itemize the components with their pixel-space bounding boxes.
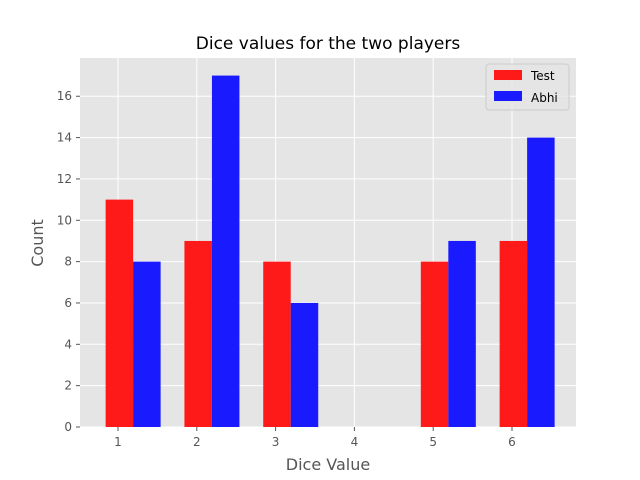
xtick-label-5: 5 [429, 435, 437, 449]
bar-abhi-1 [133, 261, 161, 427]
legend-label-abhi: Abhi [531, 91, 558, 105]
bar-abhi-3 [290, 302, 319, 427]
ytick-label-4: 4 [64, 337, 72, 351]
xtick-label-3: 3 [272, 435, 280, 449]
ytick-label-0: 0 [64, 420, 72, 434]
legend-swatch-test [494, 70, 522, 80]
xtick-label-1: 1 [114, 435, 122, 449]
bar-test-6 [499, 240, 528, 427]
bar-test-5 [420, 261, 449, 427]
ytick-label-2: 2 [64, 379, 72, 393]
legend-label-test: Test [530, 69, 555, 83]
legend: Test Abhi [485, 63, 570, 111]
bar-abhi-2 [211, 75, 240, 428]
bar-test-2 [184, 240, 212, 427]
xtick-label-4: 4 [351, 435, 359, 449]
chart-title: Dice values for the two players [196, 34, 461, 54]
xtick-label-6: 6 [508, 435, 516, 449]
bars-group [105, 75, 555, 428]
ytick-label-12: 12 [57, 172, 72, 186]
y-axis-label: Count [28, 219, 47, 267]
bar-abhi-5 [448, 240, 476, 427]
bar-abhi-6 [527, 137, 555, 427]
bar-test-3 [263, 261, 291, 427]
ytick-label-8: 8 [64, 255, 72, 269]
ytick-label-10: 10 [57, 213, 72, 227]
legend-swatch-abhi [494, 91, 522, 101]
x-axis-label: Dice Value [286, 455, 370, 474]
plot-area [80, 58, 576, 427]
ytick-label-6: 6 [64, 296, 72, 310]
ytick-label-16: 16 [57, 89, 72, 103]
xtick-label-2: 2 [193, 435, 201, 449]
ytick-label-14: 14 [57, 131, 72, 145]
bar-test-1 [105, 199, 134, 427]
